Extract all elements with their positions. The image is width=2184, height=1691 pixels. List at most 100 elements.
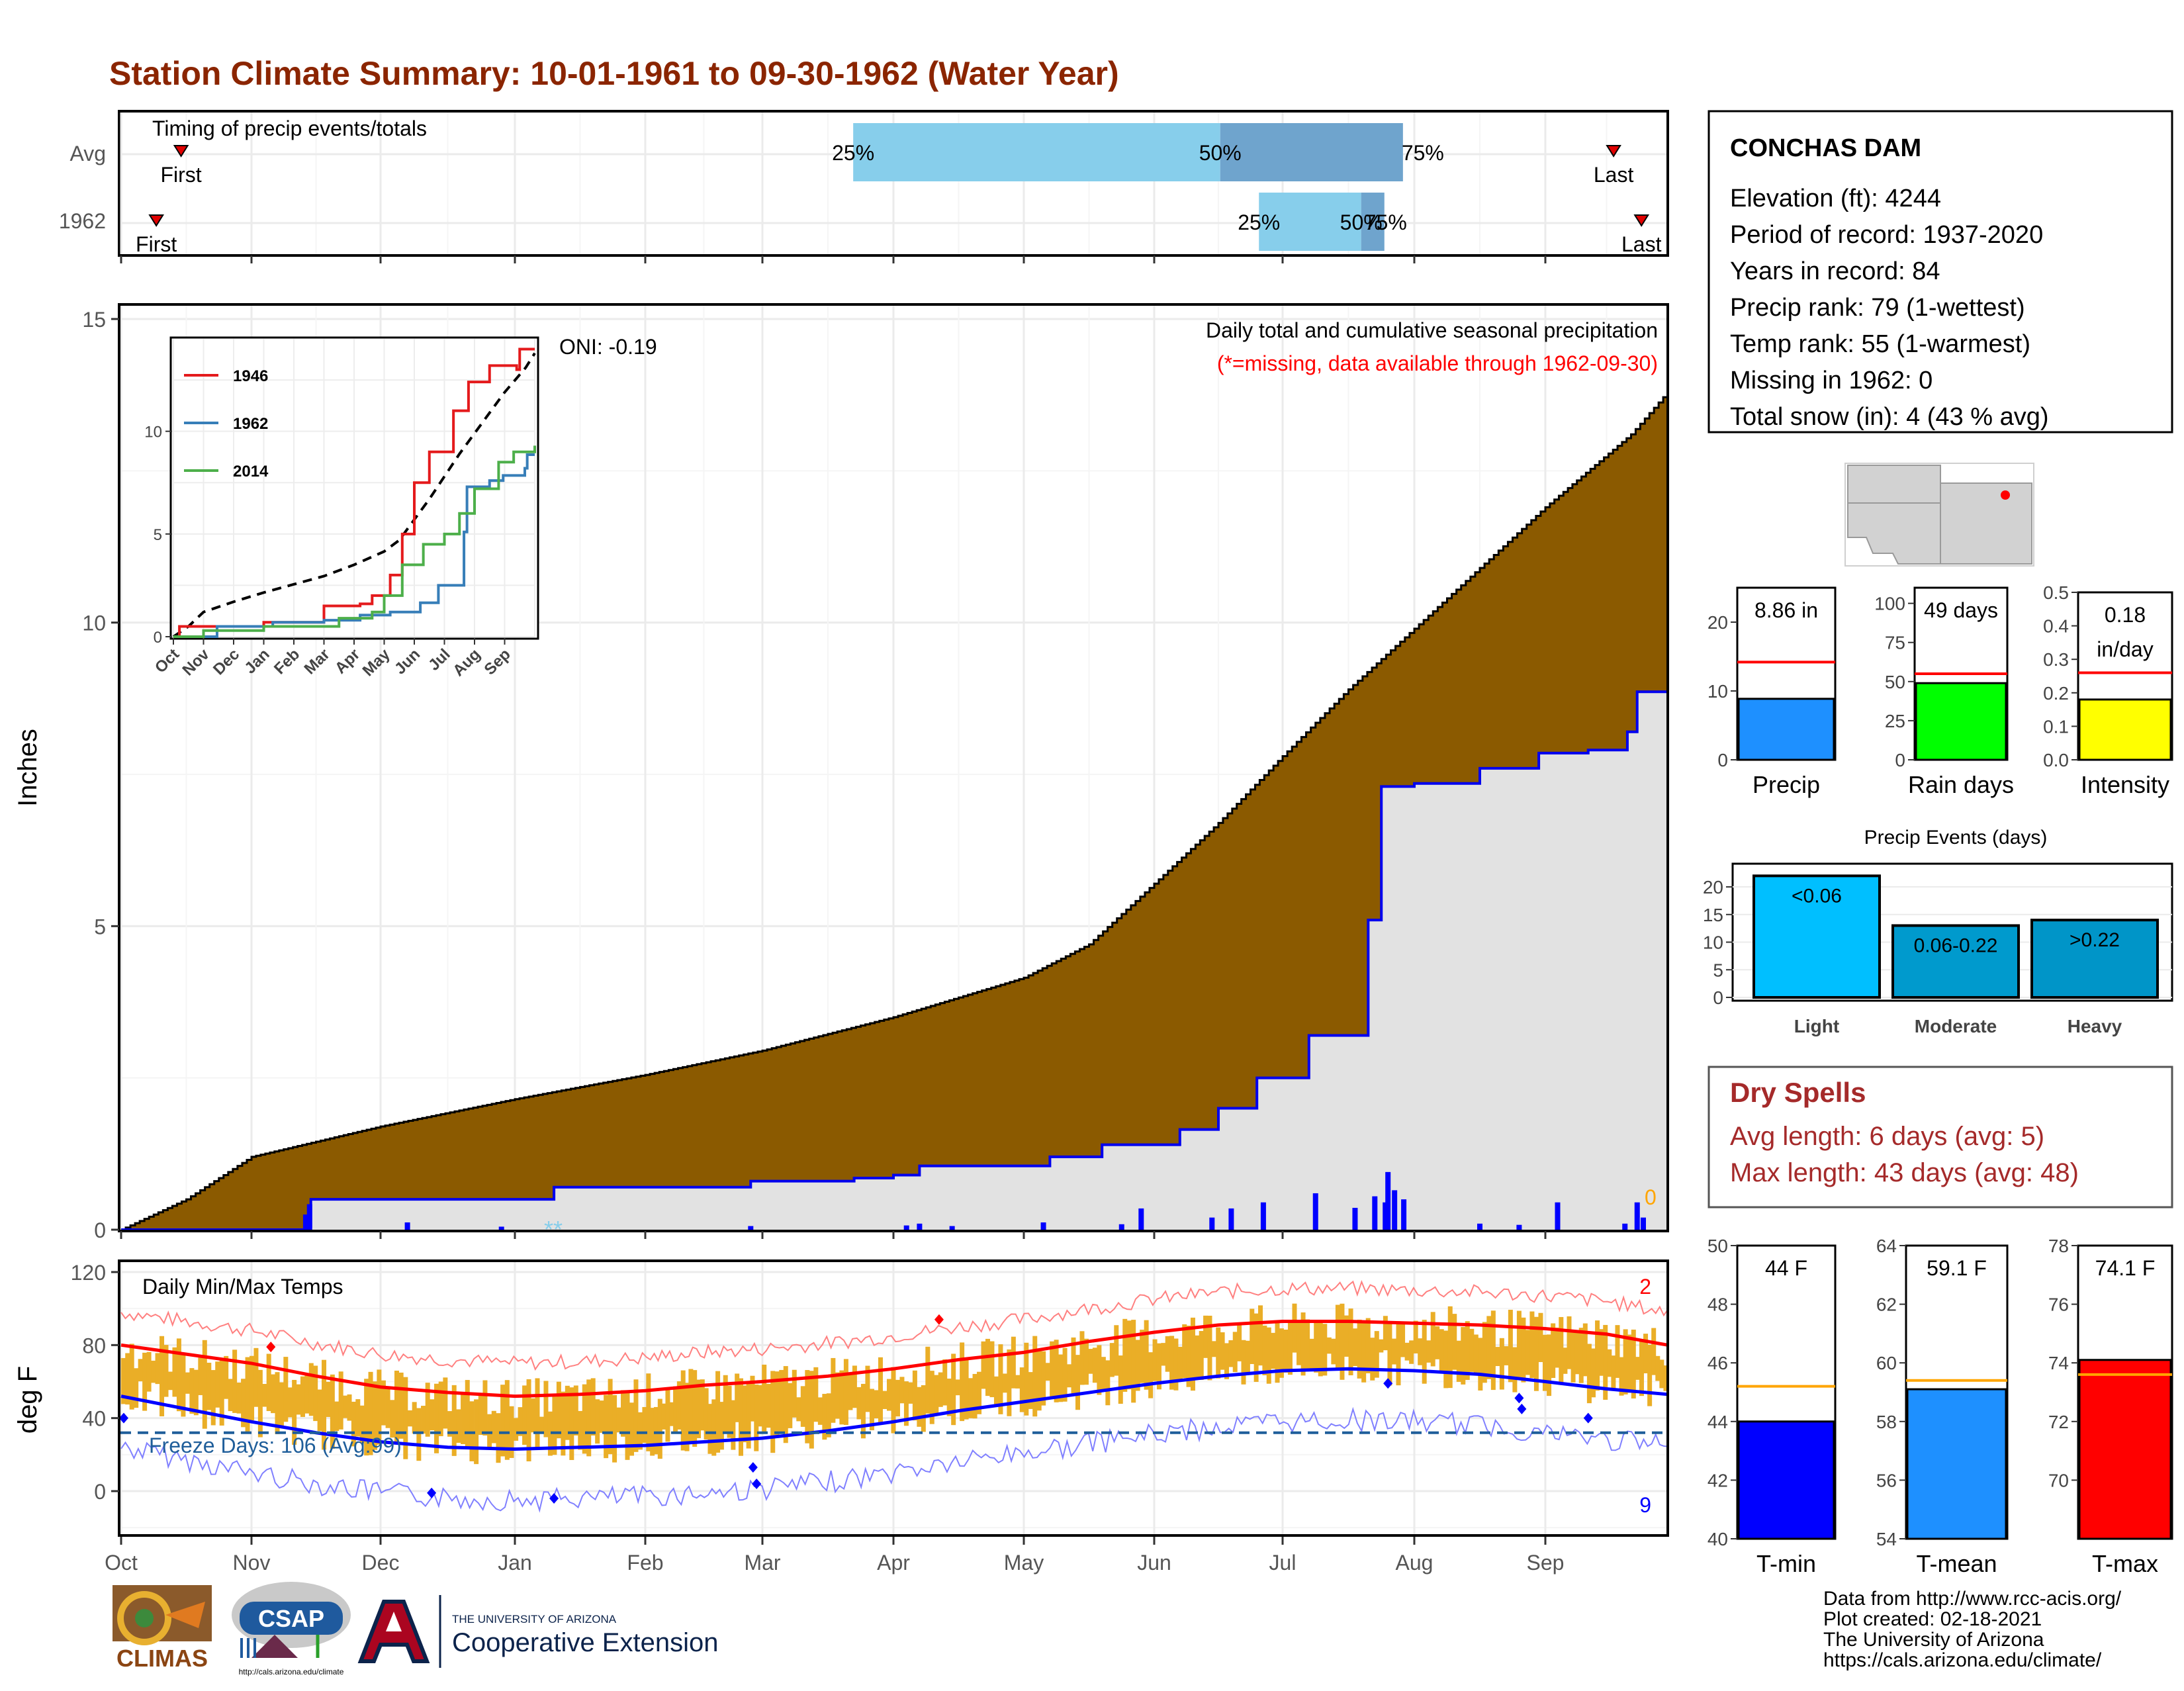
daily-temp-bar	[616, 1407, 621, 1433]
daily-temp-bar	[1586, 1344, 1592, 1404]
record-low-line	[120, 1406, 1668, 1513]
daily-temp-bar	[1300, 1312, 1306, 1376]
daily-temp-bar	[189, 1368, 195, 1414]
daily-temp-bar	[1262, 1325, 1267, 1375]
precip-events-category: Heavy	[2068, 1016, 2122, 1036]
daily-temp-bar	[1639, 1340, 1644, 1396]
daily-temp-bar	[1331, 1338, 1336, 1365]
station-location-dot	[2001, 490, 2010, 500]
daily-temp-bar	[1165, 1336, 1170, 1372]
daily-temp-bar	[839, 1370, 844, 1425]
daily-temp-bar	[960, 1342, 965, 1422]
daily-temp-bar	[253, 1348, 259, 1407]
daily-temp-bar	[496, 1413, 501, 1463]
station-line-missing: Missing in 1962: 0	[1730, 367, 1933, 394]
tmax-ytick-label: 72	[2048, 1412, 2069, 1432]
daily-temp-bar	[750, 1375, 755, 1422]
station-line-temp-rank: Temp rank: 55 (1-warmest)	[1730, 330, 2030, 358]
daily-temp-bar	[1322, 1324, 1328, 1376]
daily-temp-bar	[1309, 1338, 1314, 1371]
daily-temp-bar	[985, 1338, 990, 1396]
daily-temp-bar	[608, 1379, 613, 1455]
daily-temp-bar	[762, 1364, 767, 1432]
rain-days-ytick-label: 50	[1885, 672, 1905, 692]
daily-temp-bar	[364, 1379, 369, 1456]
daily-temp-bar	[1663, 1365, 1668, 1391]
daily-temp-bar	[1266, 1327, 1271, 1384]
daily-temp-bar	[938, 1372, 943, 1407]
daily-temp-bar	[646, 1373, 651, 1451]
daily-temp-bar	[1542, 1334, 1547, 1391]
daily-temp-bar	[1582, 1323, 1588, 1377]
daily-precip-bar	[748, 1226, 754, 1230]
daily-temp-bar	[474, 1399, 479, 1465]
daily-temp-bar	[1599, 1329, 1604, 1376]
tmax-ytick-label: 70	[2048, 1470, 2069, 1490]
daily-temp-bar	[1283, 1329, 1289, 1373]
daily-temp-bar	[1024, 1342, 1029, 1416]
intensity-ytick-label: 0.0	[2043, 750, 2069, 770]
daily-temp-bar	[805, 1370, 810, 1443]
daily-temp-bar	[604, 1394, 609, 1459]
footer-line-created: Plot created: 02-18-2021	[1823, 1608, 2042, 1630]
daily-temp-bar	[1482, 1322, 1487, 1383]
tmean-ytick-label: 62	[1876, 1295, 1897, 1315]
daily-temp-bar	[262, 1383, 267, 1407]
daily-temp-bar	[1169, 1336, 1175, 1390]
daily-temp-bar	[1413, 1320, 1418, 1353]
inset-ytick-label: 10	[144, 424, 162, 441]
daily-temp-bar	[731, 1400, 736, 1450]
tmean-chart: 54 56 58 60 62 64 59.1 F T-mean	[1876, 1236, 2009, 1577]
daily-temp-bar	[955, 1379, 960, 1396]
daily-temp-bar	[372, 1381, 377, 1450]
daily-temp-bar	[447, 1411, 453, 1437]
daily-temp-bar	[1271, 1332, 1276, 1369]
inset-ytick-label: 0	[154, 629, 162, 647]
timing-year-label-25: 25%	[1238, 210, 1280, 234]
daily-temp-bar	[783, 1366, 788, 1443]
temp-xtick-label: Aug	[1396, 1551, 1433, 1575]
timing-avg-label-75: 75%	[1402, 141, 1444, 165]
daily-temp-bar	[1122, 1318, 1128, 1392]
daily-temp-bar	[185, 1372, 190, 1394]
daily-precip-bar	[1622, 1223, 1628, 1230]
daily-temp-bar	[381, 1380, 386, 1426]
daily-temp-bar	[1627, 1334, 1632, 1393]
daily-precip-bar	[949, 1226, 955, 1230]
daily-temp-bar	[1551, 1323, 1556, 1378]
daily-temp-bar	[206, 1363, 212, 1410]
daily-temp-bar	[946, 1378, 952, 1416]
daily-temp-bar	[317, 1389, 322, 1432]
precip-ytick-label: 5	[94, 915, 106, 938]
daily-temp-bar	[669, 1402, 674, 1426]
daily-precip-bar	[1040, 1222, 1046, 1230]
daily-temp-bar	[1207, 1315, 1212, 1381]
daily-temp-bar	[1461, 1326, 1466, 1385]
daily-temp-bar	[283, 1357, 289, 1422]
daily-temp-bar	[899, 1377, 905, 1404]
rain-days-value-label: 49 days	[1924, 598, 1998, 622]
daily-temp-bar	[1083, 1338, 1089, 1385]
daily-temp-bar	[330, 1374, 335, 1449]
rain-days-ytick-label: 0	[1895, 750, 1905, 770]
daily-temp-bar	[981, 1341, 986, 1389]
daily-temp-bar	[1237, 1323, 1242, 1361]
daily-temp-bar	[347, 1394, 352, 1421]
daily-temp-bar	[1036, 1348, 1042, 1411]
daily-temp-bar	[1079, 1331, 1085, 1385]
daily-temp-bar	[159, 1336, 165, 1416]
timing-year-label-50: 50%	[1340, 210, 1383, 234]
daily-temp-bar	[198, 1357, 203, 1395]
timing-avg-last-marker	[1606, 145, 1621, 158]
daily-precip-bar	[1516, 1224, 1522, 1230]
precip-1962-gray-area	[121, 692, 1668, 1230]
daily-temp-bar	[1292, 1303, 1297, 1353]
daily-temp-bar	[478, 1393, 483, 1436]
intensity-name: Intensity	[2081, 771, 2169, 798]
daily-precip-bar	[903, 1225, 909, 1230]
daily-temp-bar	[629, 1402, 634, 1456]
daily-temp-bar	[977, 1371, 982, 1414]
daily-precip-bar	[1477, 1223, 1482, 1230]
daily-precip-bar	[498, 1226, 504, 1230]
daily-temp-bar	[1452, 1314, 1457, 1370]
